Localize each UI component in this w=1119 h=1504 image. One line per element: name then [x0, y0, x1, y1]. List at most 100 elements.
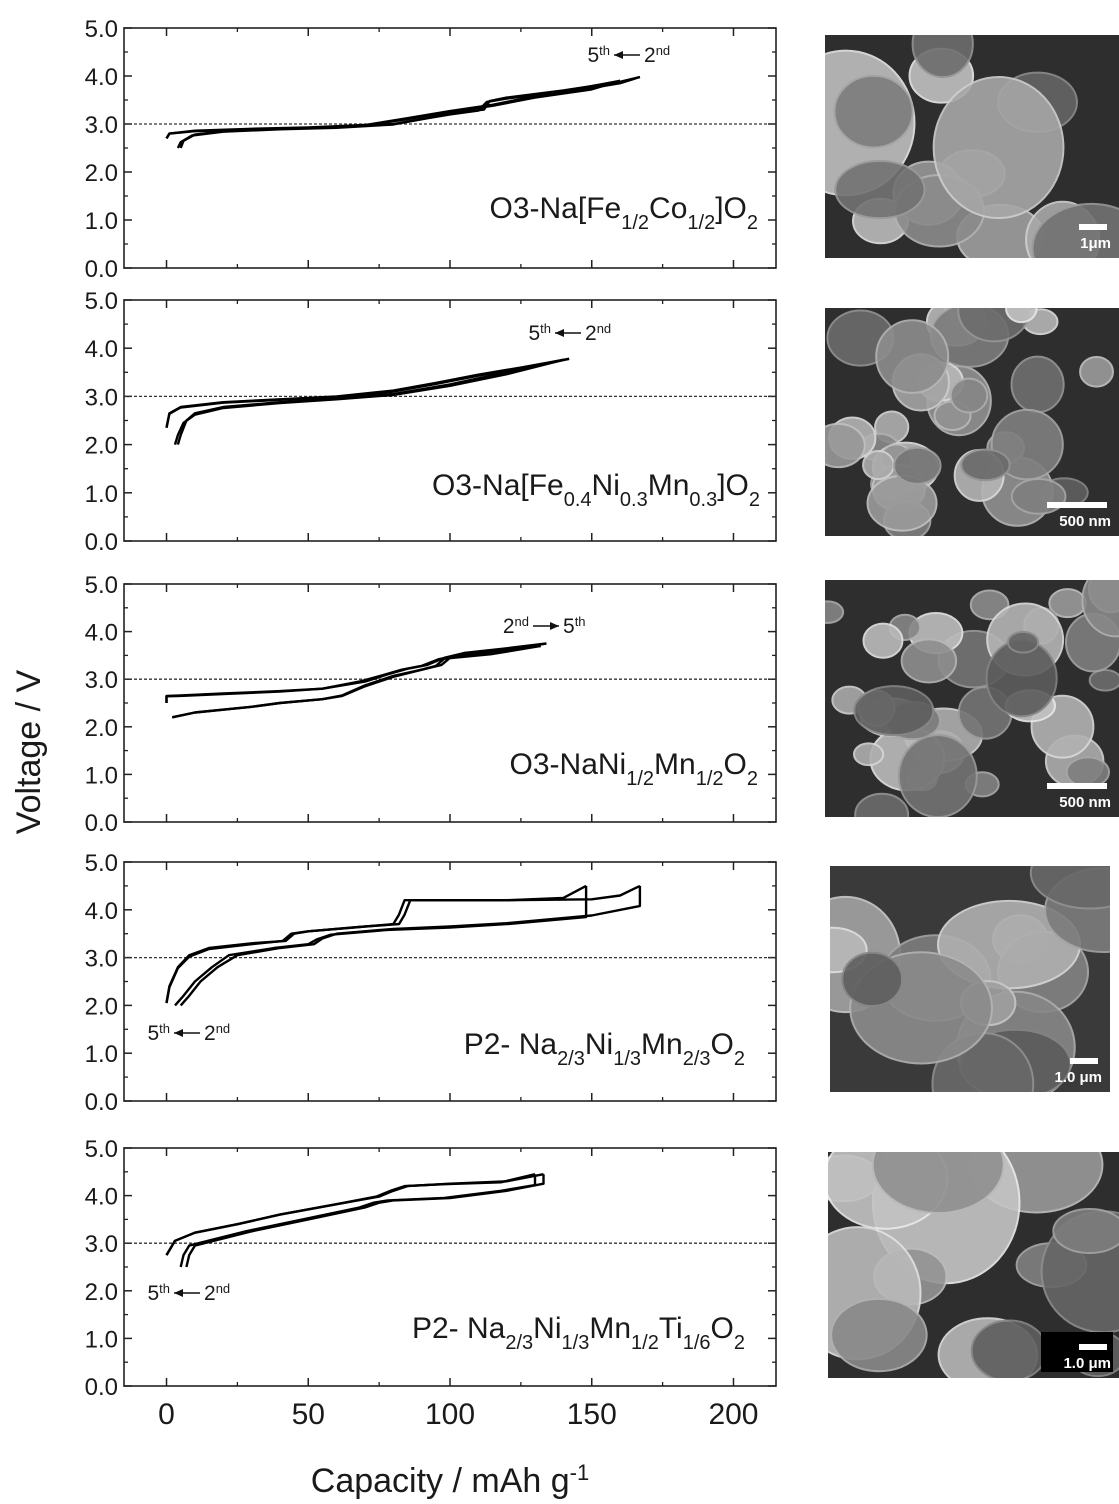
y-tick-label: 3.0 [85, 667, 118, 694]
label-subscript: 2/3 [505, 1332, 533, 1354]
sem-particle [833, 74, 914, 149]
sem-particle [911, 35, 974, 79]
label-text: O3-Na[Fe [432, 469, 564, 502]
y-tick-label: 2.0 [85, 993, 118, 1020]
scale-bar [1047, 502, 1107, 508]
scale-bar-label: 1.0 μm [1063, 1355, 1111, 1372]
sem-texture [825, 35, 1119, 258]
voltage-curve [165, 1173, 536, 1256]
annotation-sup: nd [656, 43, 670, 58]
y-tick-label: 4.0 [85, 898, 118, 925]
label-text: Ni [592, 469, 620, 502]
label-subscript: 0.4 [564, 489, 592, 511]
label-text: Mn [589, 1312, 631, 1345]
sem-particle [862, 622, 904, 659]
annotation-text: 2 [204, 1022, 216, 1045]
y-tick-label: 5.0 [85, 1136, 118, 1163]
scale-bar [1047, 783, 1107, 789]
sem-texture [825, 580, 1119, 817]
voltage-curve [179, 1174, 537, 1268]
y-tick-label: 1.0 [85, 208, 118, 235]
y-axis-label: Voltage / V [10, 669, 48, 834]
annotation-text: 5 [587, 44, 599, 67]
y-tick-label: 3.0 [85, 384, 118, 411]
sem-particle [1010, 355, 1065, 414]
label-subscript: 2 [747, 212, 758, 234]
y-tick-label: 3.0 [85, 112, 118, 139]
panel: 0.01.02.03.04.05.0O3-Na[Fe1/2Co1/2]O25th… [85, 16, 777, 283]
sem-particle [893, 446, 942, 485]
sem-particle [1065, 756, 1111, 789]
annotation-right: 2nd [644, 43, 670, 68]
sem-particle [1029, 866, 1110, 910]
label-text: O [711, 1028, 734, 1061]
annotation-arrowhead [174, 1289, 183, 1297]
annotation-sup: nd [216, 1021, 230, 1036]
annotation-text: 2 [585, 322, 597, 345]
voltage-curve [176, 79, 621, 149]
x-axis-label-text: Capacity / mAh g [311, 1462, 570, 1500]
sem-image: 1.0 μm [830, 866, 1110, 1092]
annotation-arrowhead [174, 1029, 183, 1037]
annotation-right: 2nd [585, 321, 611, 346]
sem-particle [1079, 355, 1114, 388]
label-text: ]O [717, 469, 749, 502]
label-subscript: 2 [734, 1048, 745, 1070]
y-tick-label: 1.0 [85, 1041, 118, 1068]
label-subscript: 2 [747, 768, 758, 790]
annotation-sup: th [599, 43, 610, 58]
sem-particle [841, 951, 904, 1008]
label-subscript: 1/3 [562, 1332, 590, 1354]
y-tick-label: 0.0 [85, 529, 118, 556]
compound-label: P2- Na2/3Ni1/3Mn2/3O2 [464, 1028, 745, 1070]
label-text: P2- Na [464, 1028, 558, 1061]
compound-label: O3-NaNi1/2Mn1/2O2 [510, 748, 758, 790]
compound-label: P2- Na2/3Ni1/3Mn1/2Ti1/6O2 [412, 1312, 745, 1354]
annotation-sup: th [540, 321, 551, 336]
sem-particle [852, 742, 885, 767]
annotation-left: 2nd [503, 614, 529, 639]
x-tick-label: 50 [292, 1398, 325, 1431]
x-axis-label: Capacity / mAh g-1 [311, 1460, 589, 1501]
sem-particle [1088, 669, 1119, 692]
y-tick-label: 4.0 [85, 620, 118, 647]
label-subscript: 2/3 [557, 1048, 585, 1070]
y-tick-label: 0.0 [85, 1374, 118, 1401]
scale-bar-label: 500 nm [1059, 513, 1111, 530]
y-tick-label: 1.0 [85, 1326, 118, 1353]
annotation-right: 2nd [204, 1021, 230, 1046]
annotation-text: 5 [147, 1022, 159, 1045]
sem-particle [897, 734, 978, 817]
y-tick-label: 0.0 [85, 1089, 118, 1116]
sem-particle [969, 589, 1010, 621]
sem-particle [862, 449, 895, 481]
sem-particle [1005, 308, 1038, 324]
annotation-text: 5 [147, 1282, 159, 1305]
sem-particle [960, 448, 1011, 482]
sem-particle [853, 685, 935, 737]
sem-particle [1048, 588, 1087, 619]
label-text: Ni [533, 1312, 561, 1345]
y-tick-label: 5.0 [85, 288, 118, 315]
label-subscript: 1/2 [621, 212, 649, 234]
y-tick-label: 3.0 [85, 1231, 118, 1258]
sem-particle [1052, 1207, 1119, 1254]
annotation-right: 2nd [204, 1281, 230, 1306]
label-text: Mn [648, 469, 690, 502]
y-tick-label: 2.0 [85, 715, 118, 742]
sem-particle [871, 1152, 1005, 1215]
annotation-left: 5th [587, 43, 610, 68]
annotation-sup: th [159, 1021, 170, 1036]
x-tick-label: 200 [708, 1398, 758, 1431]
annotation-text: 5 [528, 322, 540, 345]
sem-particle [875, 319, 950, 394]
annotation-sup: th [159, 1281, 170, 1296]
label-text: Mn [654, 748, 696, 781]
voltage-curve [179, 75, 641, 149]
annotation-arrowhead [555, 329, 564, 337]
y-tick-label: 2.0 [85, 1279, 118, 1306]
x-tick-label: 150 [567, 1398, 617, 1431]
label-subscript: 1/2 [631, 1332, 659, 1354]
y-tick-label: 3.0 [85, 946, 118, 973]
label-subscript: 2 [734, 1332, 745, 1354]
